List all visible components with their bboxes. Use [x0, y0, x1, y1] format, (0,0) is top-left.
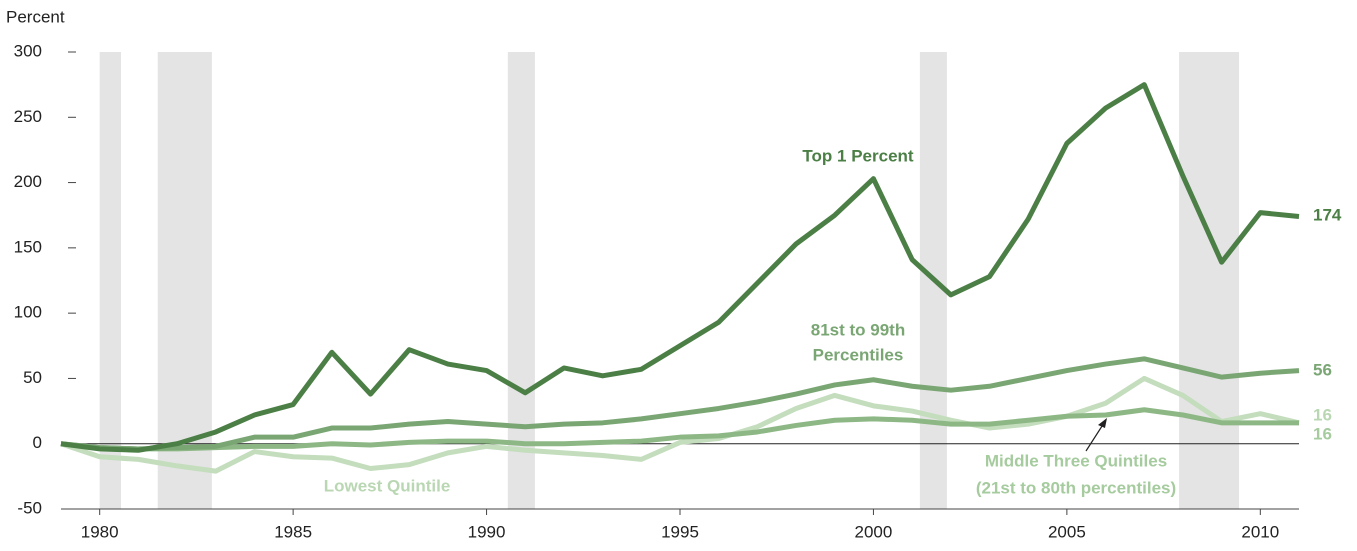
x-tick-label: 1980: [81, 522, 119, 541]
arrow-head: [1098, 418, 1107, 428]
series-line: [60, 407, 1299, 452]
x-tick-label: 2010: [1241, 522, 1279, 541]
series-label: Lowest Quintile: [324, 476, 451, 495]
series-line: [60, 375, 1300, 474]
series-line: [60, 82, 1300, 453]
arrow: [1085, 422, 1105, 452]
series-label: Middle Three Quintiles: [985, 451, 1167, 470]
series-line: [60, 356, 1300, 452]
series-label: (21st to 80th percentiles): [976, 478, 1176, 497]
y-axis-label: Percent: [6, 7, 65, 26]
recession-band: [99, 52, 121, 509]
x-tick-label: 1995: [661, 522, 699, 541]
y-tick-label: 100: [14, 303, 42, 322]
end-label: 56: [1313, 360, 1332, 379]
recession-band: [1179, 52, 1240, 509]
series-label: 81st to 99th: [811, 320, 905, 339]
y-tick-label: 50: [23, 368, 42, 387]
y-tick-label: 0: [33, 433, 42, 452]
end-label: 16: [1313, 424, 1332, 443]
x-tick-label: 1990: [468, 522, 506, 541]
y-tick-label: 150: [14, 237, 42, 256]
series-label: Top 1 Percent: [802, 146, 913, 165]
end-label: 174: [1313, 205, 1342, 224]
y-tick-label: 300: [14, 41, 42, 60]
y-tick-label: 200: [14, 172, 42, 191]
recession-band: [507, 52, 535, 509]
x-tick-label: 2005: [1048, 522, 1086, 541]
y-tick-label: 250: [14, 107, 42, 126]
series-label: Percentiles: [813, 345, 904, 364]
x-tick-label: 2000: [855, 522, 893, 541]
recession-band: [157, 52, 212, 509]
x-tick-label: 1985: [274, 522, 312, 541]
y-tick-label: -50: [17, 498, 42, 517]
end-label: 16: [1313, 405, 1332, 424]
